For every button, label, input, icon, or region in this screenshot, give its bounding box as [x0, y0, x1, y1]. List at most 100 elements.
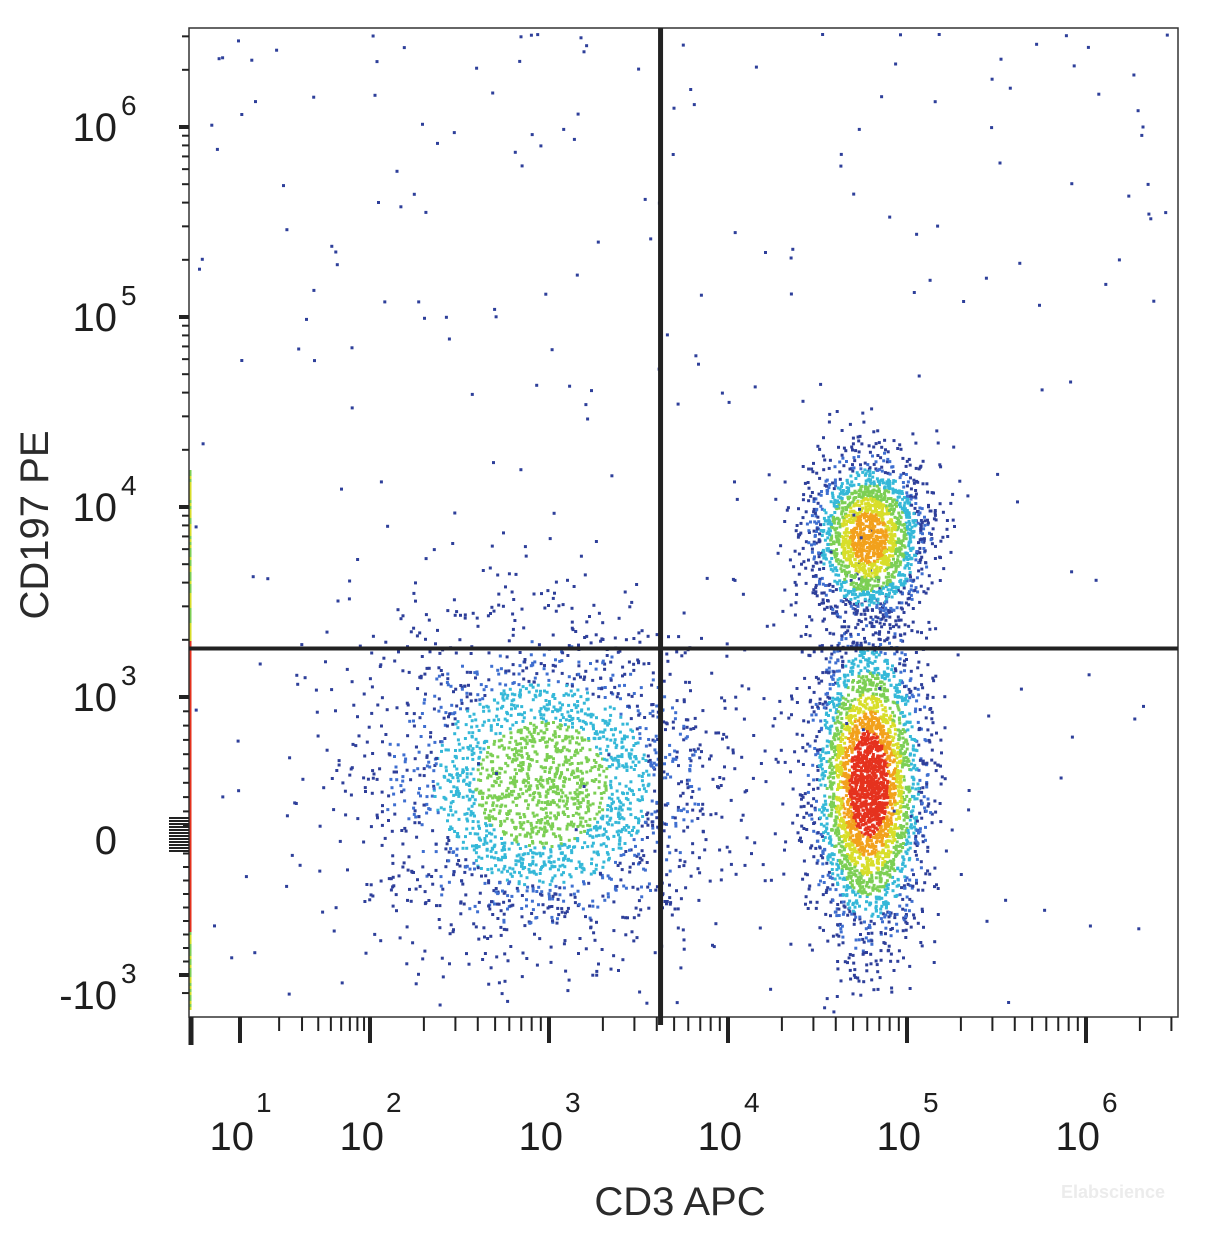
- event-dot: [285, 884, 289, 888]
- event-dot: [828, 764, 832, 768]
- event-dot: [513, 780, 516, 784]
- event-dot: [681, 928, 685, 932]
- event-dot: [674, 711, 678, 715]
- event-dot: [855, 881, 859, 885]
- event-dot: [627, 825, 631, 829]
- event-dot: [619, 830, 623, 834]
- event-dot: [871, 643, 875, 647]
- event-dot: [500, 842, 504, 845]
- event-dot: [478, 803, 482, 807]
- event-dot: [565, 910, 569, 914]
- event-dot: [898, 904, 902, 908]
- event-dot: [505, 928, 509, 932]
- event-dot: [531, 663, 535, 667]
- event-dot: [858, 826, 862, 830]
- event-dot: [859, 740, 863, 744]
- event-dot: [830, 876, 834, 880]
- event-dot: [644, 744, 648, 748]
- event-dot: [322, 786, 326, 790]
- event-dot: [644, 759, 648, 762]
- event-dot: [887, 609, 890, 612]
- event-dot: [879, 602, 883, 606]
- event-dot: [850, 852, 854, 856]
- event-dot: [515, 886, 519, 890]
- event-dot: [890, 862, 894, 866]
- event-dot: [533, 791, 537, 795]
- event-dot: [580, 791, 584, 795]
- event-dot: [842, 910, 846, 914]
- event-dot: [603, 686, 607, 689]
- event-dot: [869, 962, 873, 966]
- event-dot: [457, 794, 461, 798]
- event-dot: [593, 791, 597, 795]
- event-dot: [493, 739, 497, 743]
- event-dot: [558, 834, 561, 838]
- event-dot: [888, 799, 892, 803]
- event-dot: [844, 794, 848, 798]
- event-dot: [875, 897, 879, 901]
- event-dot: [380, 696, 384, 700]
- event-dot: [538, 792, 542, 796]
- event-dot: [848, 744, 852, 748]
- event-dot: [855, 727, 859, 731]
- event-dot: [652, 761, 656, 765]
- event-dot: [486, 868, 490, 871]
- event-dot: [564, 969, 568, 973]
- event-dot: [506, 764, 510, 768]
- event-dot: [589, 925, 593, 929]
- event-dot: [883, 812, 887, 815]
- event-dot: [500, 992, 504, 996]
- event-dot: [616, 650, 620, 654]
- event-dot: [888, 763, 892, 766]
- event-dot: [876, 970, 880, 974]
- event-dot: [528, 844, 531, 847]
- event-dot: [649, 889, 652, 892]
- event-dot: [853, 968, 857, 972]
- event-dot: [898, 869, 902, 873]
- event-dot: [911, 758, 915, 762]
- event-dot: [865, 784, 869, 788]
- event-dot: [926, 797, 930, 801]
- event-dot: [893, 732, 897, 736]
- event-dot: [895, 809, 899, 813]
- event-dot: [530, 899, 534, 903]
- event-dot: [883, 676, 887, 680]
- event-dot: [496, 755, 500, 759]
- event-dot: [507, 809, 511, 813]
- event-dot: [882, 771, 886, 775]
- event-dot: [827, 714, 830, 717]
- event-dot: [869, 767, 873, 771]
- event-dot: [473, 798, 477, 802]
- event-dot: [888, 785, 892, 789]
- event-dot: [496, 573, 500, 577]
- event-dot: [449, 809, 453, 812]
- event-dot: [483, 935, 486, 939]
- event-dot: [820, 767, 824, 771]
- event-dot: [492, 856, 496, 860]
- event-dot: [563, 723, 567, 727]
- event-dot: [563, 939, 567, 943]
- event-dot: [613, 738, 617, 742]
- event-dot: [562, 776, 566, 780]
- event-dot: [500, 744, 504, 748]
- event-dot: [731, 751, 735, 755]
- event-dot: [519, 764, 523, 768]
- event-dot: [573, 895, 577, 899]
- event-dot: [493, 779, 497, 783]
- event-dot: [477, 845, 481, 849]
- event-dot: [853, 792, 857, 796]
- event-dot: [591, 692, 595, 696]
- event-dot: [858, 917, 862, 921]
- event-dot: [898, 761, 902, 765]
- event-dot: [598, 825, 602, 829]
- event-dot: [527, 730, 531, 734]
- event-dot: [370, 791, 374, 795]
- event-dot: [519, 761, 523, 765]
- event-dot: [538, 709, 542, 713]
- event-dot: [526, 831, 530, 835]
- event-dot: [545, 841, 548, 845]
- event-dot: [887, 920, 891, 924]
- event-dot: [559, 750, 563, 754]
- event-dot: [852, 886, 856, 890]
- event-dot: [452, 870, 456, 874]
